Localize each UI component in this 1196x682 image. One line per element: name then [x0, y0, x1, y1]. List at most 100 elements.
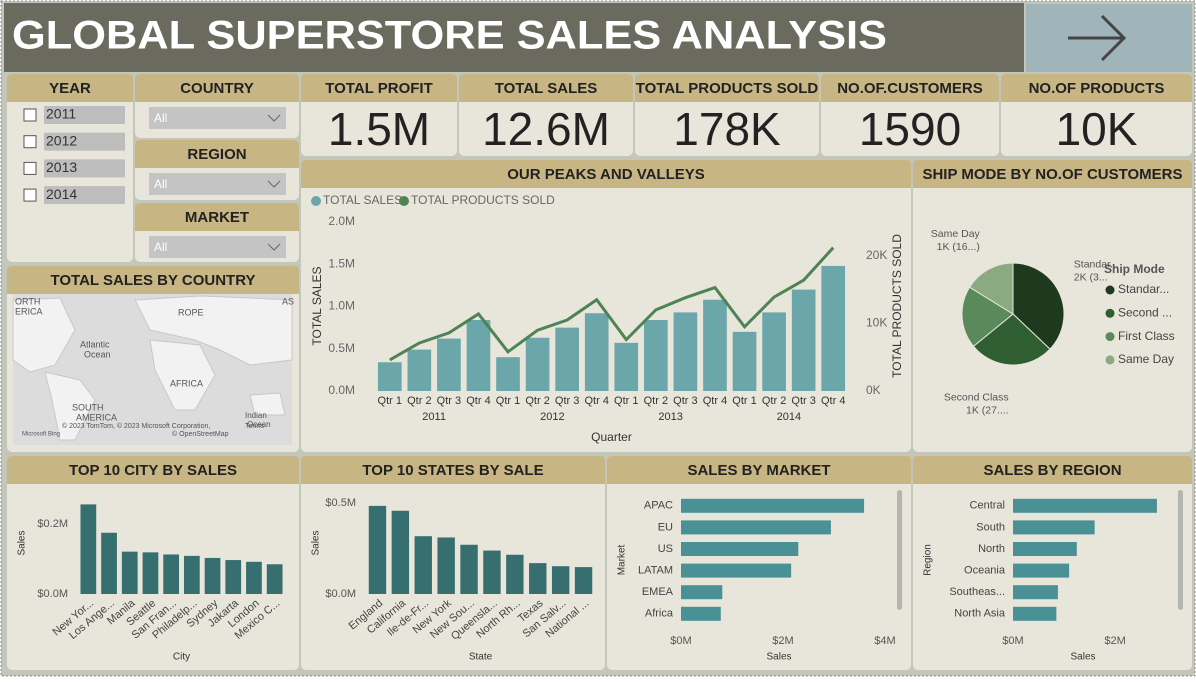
y-tick-label: North Asia [954, 608, 1006, 620]
map-land [44, 371, 96, 441]
checkbox[interactable] [23, 188, 37, 202]
option-highlight [44, 106, 125, 124]
y-tick-label: EU [658, 521, 673, 533]
bar [368, 505, 387, 594]
bar [681, 563, 792, 578]
option-highlight [44, 132, 125, 151]
panel-header [7, 266, 299, 294]
dropdown[interactable] [149, 173, 286, 195]
y-axis-label: Sales [17, 530, 28, 555]
y-tick-label: 1.5M [328, 256, 355, 270]
x-tick-label: $4M [874, 635, 895, 647]
arrow-icon [1068, 14, 1127, 62]
panel-title: TOP 10 CITY BY SALES [69, 462, 237, 479]
x-tick-label: Qtr 1 [614, 395, 638, 407]
bar [437, 338, 461, 391]
map-land [134, 295, 293, 366]
bar [673, 312, 698, 391]
panel-title: REGION [187, 146, 246, 163]
dropdown[interactable] [149, 107, 286, 129]
x-tick-label: Qtr 1 [378, 395, 402, 407]
map-label: AMERICA [76, 412, 117, 422]
legend-label: TOTAL PRODUCTS SOLD [411, 193, 555, 207]
checkbox[interactable] [23, 161, 37, 175]
map-land [12, 297, 76, 373]
map-label: SOUTH [72, 402, 104, 412]
map-label: Indian [245, 411, 267, 420]
map-label: Microsoft Bing [22, 432, 60, 438]
scrollbar[interactable] [1178, 490, 1183, 610]
bar [644, 320, 668, 391]
y2-tick-label: 0K [866, 383, 881, 397]
bar [225, 560, 242, 594]
bar [791, 289, 816, 391]
legend-marker [399, 196, 409, 206]
legend-title: Ship Mode [1104, 262, 1165, 276]
option-highlight [44, 186, 125, 205]
dropdown[interactable] [149, 236, 286, 258]
map-label: AFRICA [170, 378, 203, 388]
panel-header [301, 456, 605, 484]
bar [460, 544, 478, 594]
bar [183, 555, 200, 594]
checkbox[interactable] [23, 108, 37, 122]
bar [101, 532, 117, 594]
scrollbar[interactable] [897, 490, 902, 610]
bar [163, 554, 180, 594]
y-tick-label: $0.5M [325, 497, 356, 509]
bar [506, 554, 524, 594]
map-label: © OpenStreetMap [172, 430, 229, 438]
bar [732, 331, 757, 391]
legend-label: First Class [1118, 329, 1175, 343]
y-tick-label: LATAM [638, 565, 673, 577]
map-label: AS [282, 296, 294, 306]
y-tick-label: 0.0M [328, 383, 355, 397]
slice-value-label: 1K (27.... [966, 405, 1009, 417]
x-tick-label: $2M [772, 635, 793, 647]
y-axis-label: TOTAL SALES [310, 266, 324, 345]
x-tick-label: $0M [670, 635, 691, 647]
slice-value-label: 1K (16...) [937, 241, 980, 253]
bar [407, 349, 432, 391]
y-tick-label: US [658, 543, 673, 555]
pie-slice [972, 313, 1051, 366]
slice-name: Same Day [931, 228, 981, 240]
kpi-value: 12.6M [482, 103, 610, 155]
x-group-label: 2013 [658, 411, 682, 423]
pie-slice [961, 286, 1014, 348]
y-tick-label: Southeas... [949, 586, 1005, 598]
map-land [149, 339, 216, 411]
y-tick-label: Central [970, 500, 1005, 512]
bar [246, 561, 262, 594]
slice-value-label: 2K (3... [1074, 272, 1108, 284]
bar [614, 342, 639, 391]
checkbox[interactable] [23, 135, 37, 149]
panel-header [821, 74, 999, 102]
x-axis-label: City [173, 652, 190, 663]
x-tick-label: Qtr 2 [644, 395, 668, 407]
panel-title: NO.OF PRODUCTS [1029, 80, 1165, 97]
panel-header [7, 74, 133, 102]
y-tick-label: Africa [645, 608, 674, 620]
bar [555, 327, 579, 391]
legend-marker [1105, 308, 1115, 318]
y-tick-label: North [978, 543, 1005, 555]
panel-header [135, 203, 299, 231]
bar [391, 510, 410, 594]
y-tick-label: 2.0M [328, 214, 355, 228]
year-option: 2013 [46, 159, 77, 175]
panel-title: SALES BY MARKET [687, 462, 830, 479]
map-land [249, 392, 286, 416]
dropdown-value: All [154, 177, 167, 191]
map-label: Atlantic [80, 339, 110, 349]
bar [1013, 520, 1095, 535]
bar [142, 552, 159, 594]
bar [681, 606, 721, 621]
bar [1013, 585, 1058, 600]
legend-marker [1105, 332, 1115, 342]
slice-name: Second Class [944, 392, 1009, 404]
x-group-label: 2012 [540, 411, 564, 423]
bar [551, 566, 570, 594]
bar [121, 551, 138, 594]
kpi-value: 1.5M [328, 103, 430, 155]
